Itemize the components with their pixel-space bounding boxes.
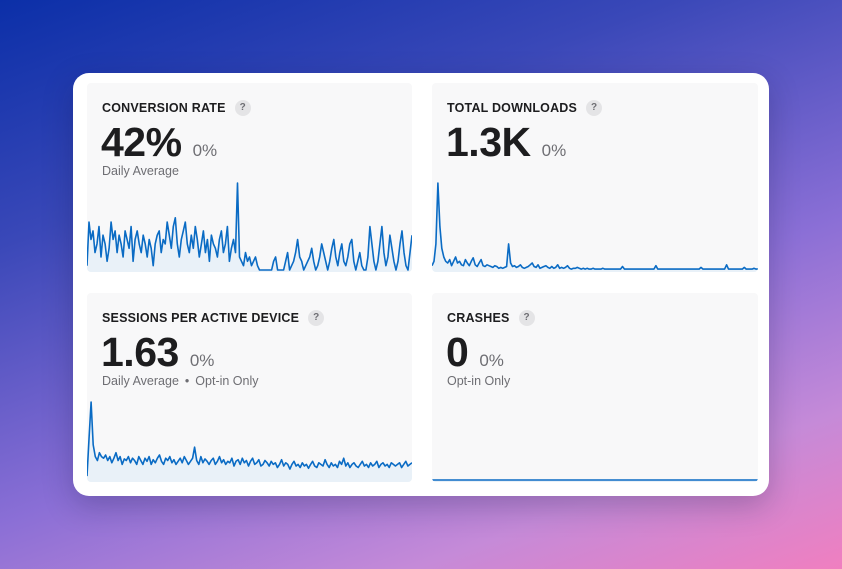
sparkline-line — [432, 182, 758, 270]
sessions-per-device-header: SESSIONS PER ACTIVE DEVICE ? — [102, 310, 325, 326]
sessions-per-device-value: 1.63 — [101, 329, 179, 375]
total-downloads-change: 0% — [541, 141, 567, 160]
conversion-rate-title: CONVERSION RATE — [102, 101, 226, 115]
total-downloads-header: TOTAL DOWNLOADS ? — [447, 100, 603, 116]
metrics-card: CONVERSION RATE ? 42% 0% Daily Average T… — [73, 73, 769, 496]
crashes-value: 0 — [446, 329, 469, 375]
total-downloads-value-row: 1.3K 0% — [446, 119, 566, 166]
sessions-per-device-title: SESSIONS PER ACTIVE DEVICE — [102, 311, 300, 325]
conversion-rate-header: CONVERSION RATE ? — [102, 100, 251, 116]
crashes-subtitle: Opt-in Only — [447, 374, 511, 388]
conversion-rate-change: 0% — [192, 141, 218, 160]
sparkline-line — [87, 401, 412, 477]
crashes-header: CRASHES ? — [447, 310, 535, 326]
sessions-per-device-value-row: 1.63 0% — [101, 329, 214, 376]
conversion-rate-subtitle: Daily Average — [102, 164, 179, 178]
total-downloads-panel[interactable]: TOTAL DOWNLOADS ? 1.3K 0% — [432, 83, 758, 272]
subtitle-opt-in: Opt-in Only — [195, 374, 259, 388]
crashes-sparkline — [432, 479, 758, 482]
sparkline-area — [432, 183, 758, 272]
subtitle-separator: • — [184, 374, 190, 388]
sessions-per-device-change: 0% — [189, 351, 215, 370]
help-icon[interactable]: ? — [234, 100, 251, 116]
conversion-rate-value-row: 42% 0% — [101, 119, 217, 166]
crashes-panel[interactable]: CRASHES ? 0 0% Opt-in Only — [432, 293, 758, 482]
total-downloads-value: 1.3K — [446, 119, 531, 165]
sparkline-area — [87, 402, 412, 482]
subtitle-average: Daily Average — [102, 374, 179, 388]
sessions-per-device-panel[interactable]: SESSIONS PER ACTIVE DEVICE ? 1.63 0% Dai… — [87, 293, 412, 482]
sessions-per-device-subtitle: Daily Average • Opt-in Only — [102, 374, 259, 388]
sparkline-line — [87, 182, 412, 271]
conversion-rate-panel[interactable]: CONVERSION RATE ? 42% 0% Daily Average — [87, 83, 412, 272]
total-downloads-title: TOTAL DOWNLOADS — [447, 101, 578, 115]
conversion-rate-value: 42% — [101, 119, 182, 165]
total-downloads-sparkline — [432, 182, 758, 272]
crashes-change: 0% — [479, 351, 504, 370]
conversion-rate-sparkline — [87, 182, 412, 272]
help-icon[interactable]: ? — [518, 310, 535, 326]
crashes-title: CRASHES — [447, 311, 510, 325]
sparkline-area — [87, 183, 412, 272]
help-icon[interactable]: ? — [308, 310, 325, 326]
sessions-per-device-sparkline — [87, 401, 412, 482]
help-icon[interactable]: ? — [586, 100, 603, 116]
crashes-value-row: 0 0% — [446, 329, 504, 376]
